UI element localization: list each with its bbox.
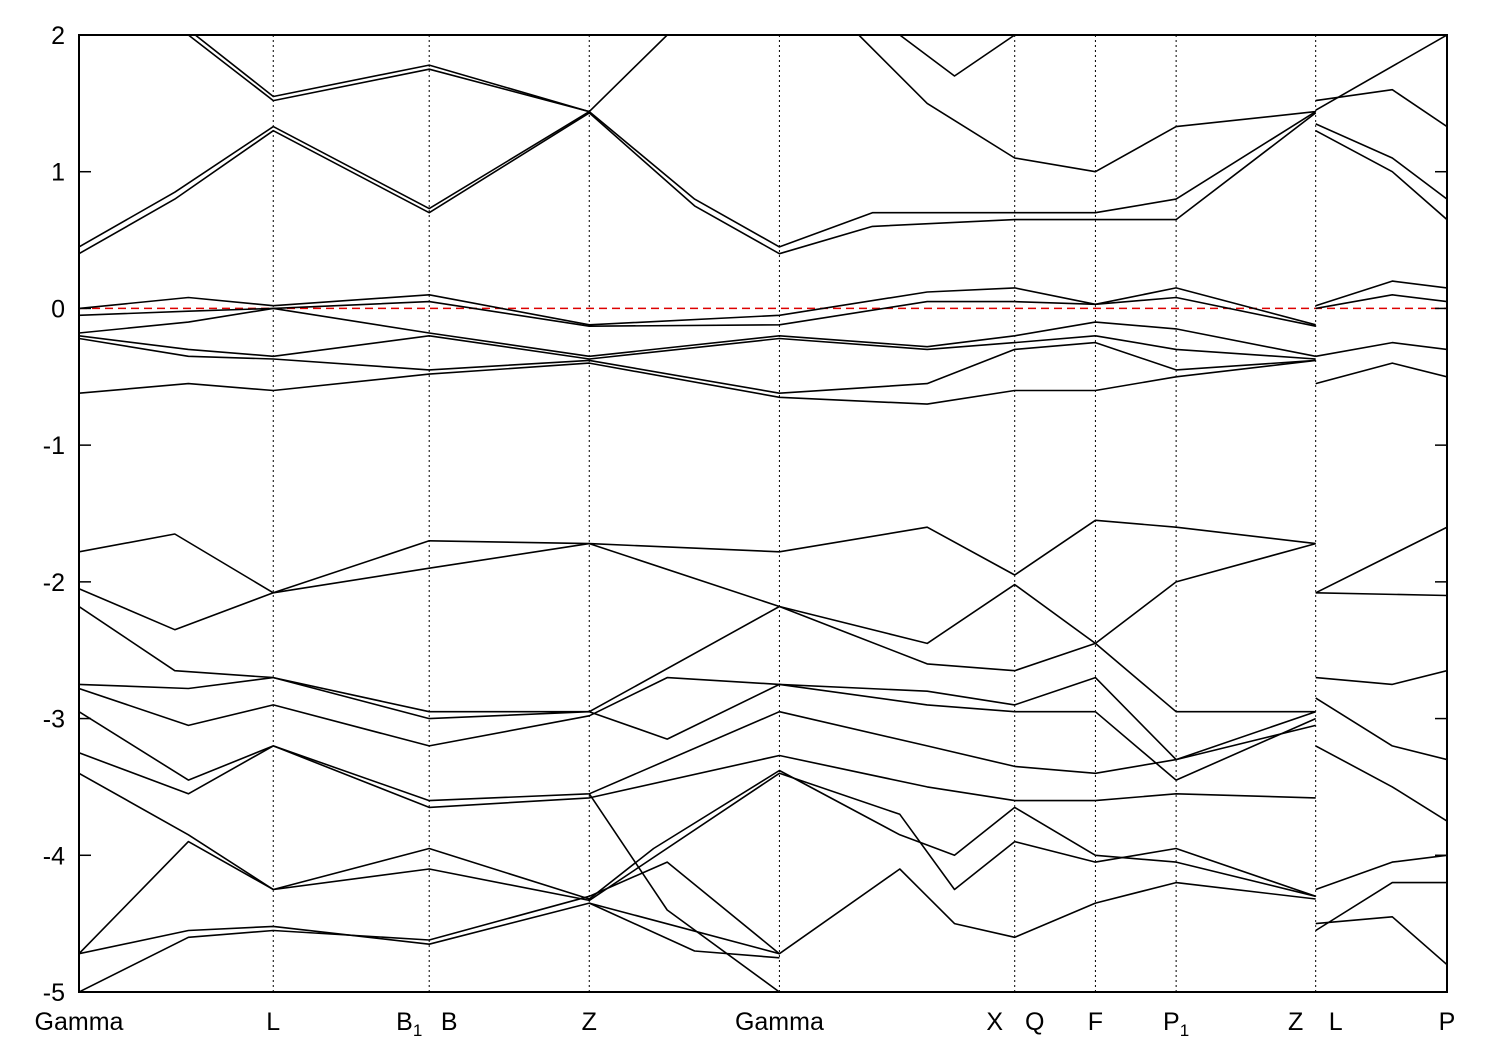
- y-tick-label: -3: [43, 706, 65, 734]
- band-line-11: [79, 296, 1316, 327]
- band-line-5: [899, 35, 1016, 77]
- y-tick-label: -2: [43, 569, 65, 597]
- band-line-38: [1315, 854, 1447, 891]
- band-line-3: [194, 35, 590, 113]
- kpoint-label: P1: [1163, 1008, 1189, 1040]
- band-line-4: [858, 35, 1316, 173]
- band-line-14: [79, 337, 1316, 394]
- kpoint-label-subscript: 1: [413, 1021, 422, 1040]
- band-line-23: [1315, 526, 1447, 594]
- kpoint-label-subscript: 1: [1180, 1021, 1189, 1040]
- band-line-24: [1315, 592, 1447, 597]
- band-line-40: [1315, 881, 1447, 932]
- band-line-2: [187, 35, 668, 113]
- band-line-36: [588, 902, 780, 959]
- band-line-15: [79, 359, 1316, 405]
- band-line-31: [1315, 745, 1447, 822]
- band-lines: [79, 35, 1447, 992]
- band-line-28: [79, 745, 1316, 809]
- band-line-22: [79, 605, 1316, 713]
- band-line-19: [1315, 362, 1447, 385]
- kpoint-label: X: [986, 1008, 1003, 1036]
- plot-frame: [78, 34, 1448, 993]
- band-line-9: [1315, 35, 1447, 111]
- kpoint-label: P: [1439, 1008, 1456, 1036]
- y-ticks: 2 1 0 -1 -2 -3 -4 -5: [43, 22, 1447, 1007]
- y-tick-label: 2: [51, 22, 65, 50]
- band-line-33: [79, 772, 1316, 955]
- band-line-16: [1315, 280, 1447, 307]
- band-line-18: [1315, 341, 1447, 358]
- kpoint-label: Z: [1288, 1008, 1303, 1036]
- band-line-8: [1315, 123, 1447, 200]
- kpoint-label: B: [441, 1008, 458, 1036]
- band-line-30: [1315, 697, 1447, 761]
- kpoint-label: Q: [1025, 1008, 1044, 1036]
- band-line-10: [79, 287, 1316, 326]
- band-line-26: [79, 676, 1317, 781]
- band-line-6: [1315, 88, 1447, 128]
- band-line-21: [79, 540, 1316, 645]
- band-line-37: [588, 793, 780, 992]
- kpoint-label: Gamma: [735, 1008, 824, 1036]
- y-tick-label: -1: [43, 432, 65, 460]
- kpoint-label: L: [266, 1008, 280, 1036]
- band-line-12: [79, 307, 1316, 358]
- band-line-29: [1315, 669, 1447, 686]
- kpoint-label: Z: [582, 1008, 597, 1036]
- kpoint-label: L: [1329, 1008, 1343, 1036]
- kpoint-labels: Gamma PL B1 B Z Gamma X Q F P1 Z L: [35, 1008, 1456, 1040]
- kpoint-label: B1: [396, 1008, 422, 1040]
- y-tick-label: -5: [43, 979, 65, 1007]
- y-tick-label: 0: [51, 295, 65, 323]
- band-line-35: [79, 861, 780, 992]
- y-tick-label: 1: [51, 159, 65, 187]
- band-line-27: [79, 710, 1316, 802]
- band-line-34: [79, 868, 1316, 955]
- band-line-13: [79, 335, 1316, 360]
- band-line-17: [1315, 294, 1447, 310]
- band-line-39: [1315, 916, 1447, 966]
- band-line-0: [79, 112, 1317, 255]
- y-tick-label: -4: [43, 842, 65, 870]
- band-line-32: [79, 769, 1316, 900]
- kpoint-label: F: [1088, 1008, 1103, 1036]
- kpoint-label: Gamma: [35, 1008, 124, 1036]
- band-line-25: [79, 676, 1316, 761]
- band-line-20: [79, 519, 1316, 594]
- band-line-1: [79, 110, 1317, 248]
- band-line-7: [1315, 129, 1447, 221]
